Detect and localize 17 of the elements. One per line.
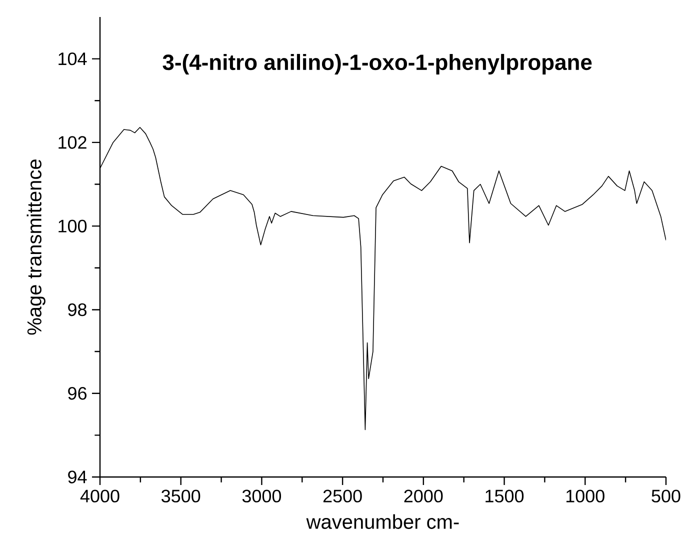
text: 3-(4-nitro anilino)-1-oxo-1-phenylpropane xyxy=(162,54,592,74)
y-tick-label: 104 xyxy=(58,52,87,66)
y-tick-label: 100 xyxy=(58,220,87,232)
x-tick-label: 1500 xyxy=(486,490,524,502)
x-tick-label: 2500 xyxy=(323,490,362,502)
y-tick-label: 102 xyxy=(58,136,86,149)
y-tick-label: 94 xyxy=(68,470,87,484)
x-tick-label: 1000 xyxy=(566,490,604,502)
x-tick-label: 500 xyxy=(652,490,680,502)
y-axis-title: %age transmittence xyxy=(26,160,46,335)
x-tick-label: 2000 xyxy=(404,490,443,502)
y-tick-label: 96 xyxy=(68,386,86,400)
x-axis-title: wavenumber cm- xyxy=(306,514,459,529)
y-tick-label: 98 xyxy=(68,303,86,316)
x-tick-label: 3000 xyxy=(242,490,282,502)
x-tick-label: 3500 xyxy=(162,490,200,502)
x-tick-label: 4000 xyxy=(80,490,120,502)
